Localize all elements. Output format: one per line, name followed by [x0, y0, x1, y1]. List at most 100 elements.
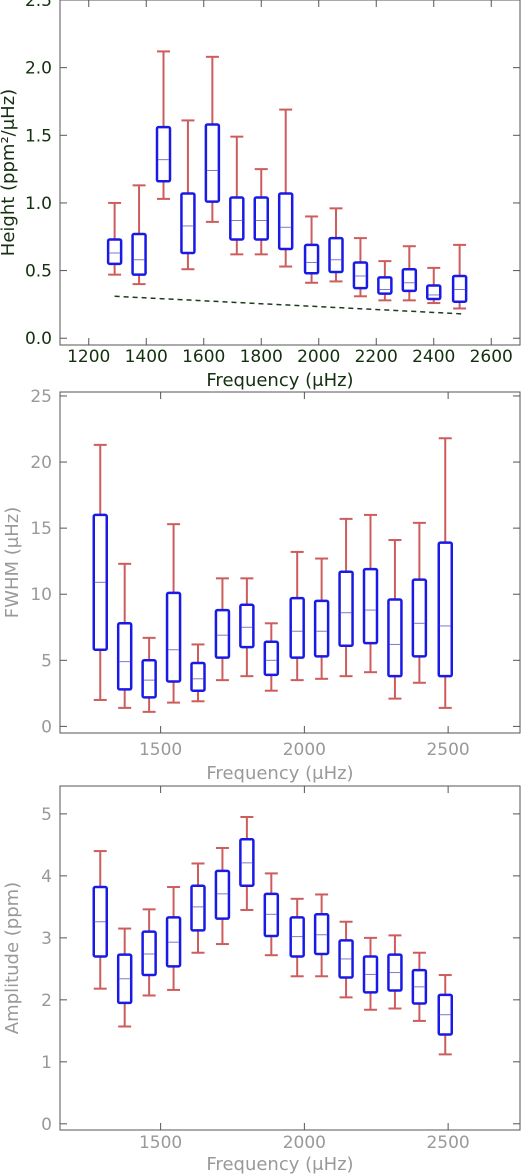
y-tick-label: 1	[41, 1053, 52, 1073]
iqr-box	[214, 869, 231, 920]
plot-frame	[59, 785, 521, 1131]
box-whisker	[190, 862, 206, 954]
box-whisker	[328, 207, 344, 283]
x-tick-label: 2500	[426, 1133, 469, 1153]
iqr-box	[263, 892, 280, 938]
box-whisker	[387, 539, 403, 700]
height-panel: 1200 1400 1600 1800 2000 2200 2400 2600 0.0 0.5 1.…	[0, 0, 521, 391]
x-tick-label: 1200	[67, 347, 110, 367]
iqr-box	[289, 596, 305, 659]
y-tick-label: 2.5	[25, 0, 52, 11]
box-whisker	[116, 927, 133, 1028]
x-tick-label: 2600	[470, 347, 513, 367]
box-whisker	[303, 215, 320, 284]
box-whisker	[253, 168, 269, 256]
amplitude-panel: 1500 2000 2500 0 1 2 3 4 5 Frequency (μHz) Amplitu…	[2, 785, 521, 1174]
y-tick-label: 20	[30, 453, 52, 473]
iqr-box	[155, 125, 172, 183]
box-whisker	[411, 521, 428, 684]
iqr-box	[352, 261, 369, 290]
y-tick-label: 0	[41, 1115, 52, 1135]
box-whisker	[165, 886, 182, 991]
y-tick-label: 1.0	[25, 194, 52, 214]
noise-floor-line	[114, 295, 463, 315]
box-whisker	[313, 557, 330, 680]
iqr-box	[437, 541, 453, 678]
box-whisker	[263, 872, 280, 957]
iqr-box	[313, 599, 330, 658]
y-axis-label: FWHM (μHz)	[2, 507, 23, 618]
box-whisker	[180, 119, 196, 271]
box-whisker	[338, 517, 354, 678]
box-whisker	[338, 920, 354, 999]
box-whisker	[214, 577, 231, 682]
box-whisker	[411, 951, 428, 1022]
box-whisker	[190, 643, 206, 703]
iqr-box	[229, 196, 245, 241]
box-whisker	[426, 266, 442, 305]
y-tick-label: 3	[41, 929, 52, 949]
x-tick-label: 1800	[240, 347, 283, 367]
box-whisker	[387, 934, 403, 1010]
iqr-box	[411, 578, 428, 658]
iqr-box	[303, 243, 320, 275]
y-tick-label: 5	[41, 805, 52, 825]
iqr-box	[426, 284, 442, 301]
x-tick-label: 1500	[139, 740, 182, 760]
box-whisker	[116, 562, 133, 709]
y-tick-label: 25	[30, 387, 52, 407]
box-whisker	[141, 636, 157, 713]
iqr-box	[277, 192, 294, 251]
iqr-box	[239, 603, 255, 649]
box-whisker	[239, 815, 255, 911]
box-whisker	[92, 443, 108, 701]
box-whisker	[362, 936, 379, 1011]
x-tick-label: 1600	[182, 347, 225, 367]
box-whisker	[131, 184, 147, 286]
plot-frame	[59, 0, 521, 346]
box-whisker	[263, 622, 280, 692]
x-tick-label: 1400	[125, 347, 168, 367]
x-axis-label: Frequency (μHz)	[206, 1154, 353, 1174]
box-whisker	[437, 974, 453, 1056]
x-axis-label: Frequency (μHz)	[206, 370, 353, 391]
y-tick-label: 5	[41, 651, 52, 671]
iqr-box	[165, 591, 182, 683]
box-whisker	[165, 523, 182, 704]
box-whisker	[204, 55, 221, 223]
box-whisker	[437, 437, 453, 709]
y-tick-label: 10	[30, 585, 52, 605]
iqr-box	[141, 930, 157, 977]
iqr-box	[190, 884, 206, 932]
box-whisker	[155, 50, 172, 200]
fwhm-panel: 1500 2000 2500 0 5 10 15 20 25 Frequency (μHz) FWH…	[2, 387, 521, 784]
box-whisker	[289, 550, 305, 682]
y-axis-label: Height (ppm²/μHz)	[0, 89, 19, 256]
iqr-box	[116, 622, 133, 691]
iqr-box	[338, 570, 354, 648]
y-tick-label: 1.5	[25, 126, 52, 146]
y-tick-label: 0	[41, 717, 52, 737]
x-tick-label: 1500	[139, 1133, 182, 1153]
iqr-box	[253, 196, 269, 241]
iqr-box	[141, 659, 157, 699]
plot-frame	[59, 391, 521, 734]
y-tick-label: 15	[30, 519, 52, 539]
y-tick-label: 0.0	[25, 329, 52, 349]
x-tick-label: 2200	[355, 347, 398, 367]
x-axis-label: Frequency (μHz)	[206, 763, 353, 784]
box-whisker	[352, 237, 369, 298]
iqr-box	[131, 232, 147, 276]
box-whisker	[289, 897, 305, 978]
box-whisker	[362, 513, 379, 674]
box-whisker	[141, 908, 157, 997]
iqr-box	[204, 123, 221, 203]
y-tick-label: 0.5	[25, 262, 52, 282]
iqr-box	[401, 267, 418, 293]
box-whisker	[451, 243, 468, 310]
iqr-box	[451, 274, 468, 303]
iqr-box	[362, 567, 379, 645]
iqr-box	[106, 238, 123, 266]
y-axis-label: Amplitude (ppm)	[2, 882, 23, 1034]
